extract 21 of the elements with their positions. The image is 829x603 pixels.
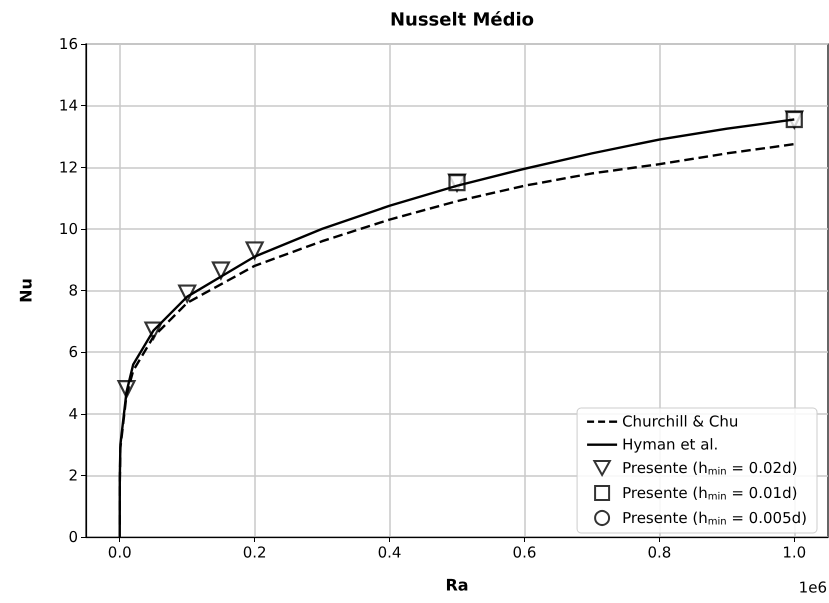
y-tick-label: 4 [68,404,78,423]
y-tick-label: 0 [68,528,78,546]
x-tick-label: 1.0 [782,544,806,562]
y-tick-label: 10 [58,220,78,238]
y-tick-label: 2 [68,466,78,484]
x-tick-label: 0.0 [108,544,132,562]
y-tick-label: 14 [58,96,78,115]
text: 1e6 [798,578,828,596]
y-axis-title: Nu [16,278,36,303]
y-tick-label: 12 [58,158,78,176]
legend-label: Hyman et al. [622,436,718,454]
y-tick-label: 16 [58,35,78,53]
legend-label: Churchill & Chu [622,412,738,430]
y-tick-label: 8 [68,282,78,300]
x-tick-label: 0.6 [512,544,536,562]
x-tick-label: 0.4 [378,544,402,562]
x-tick-label: 0.2 [242,544,267,562]
y-tick-label: 6 [68,343,78,362]
chart-title: Nusselt Médio [390,10,534,30]
x-axis-title: Ra [445,576,469,594]
x-tick-label: 0.8 [647,544,672,562]
